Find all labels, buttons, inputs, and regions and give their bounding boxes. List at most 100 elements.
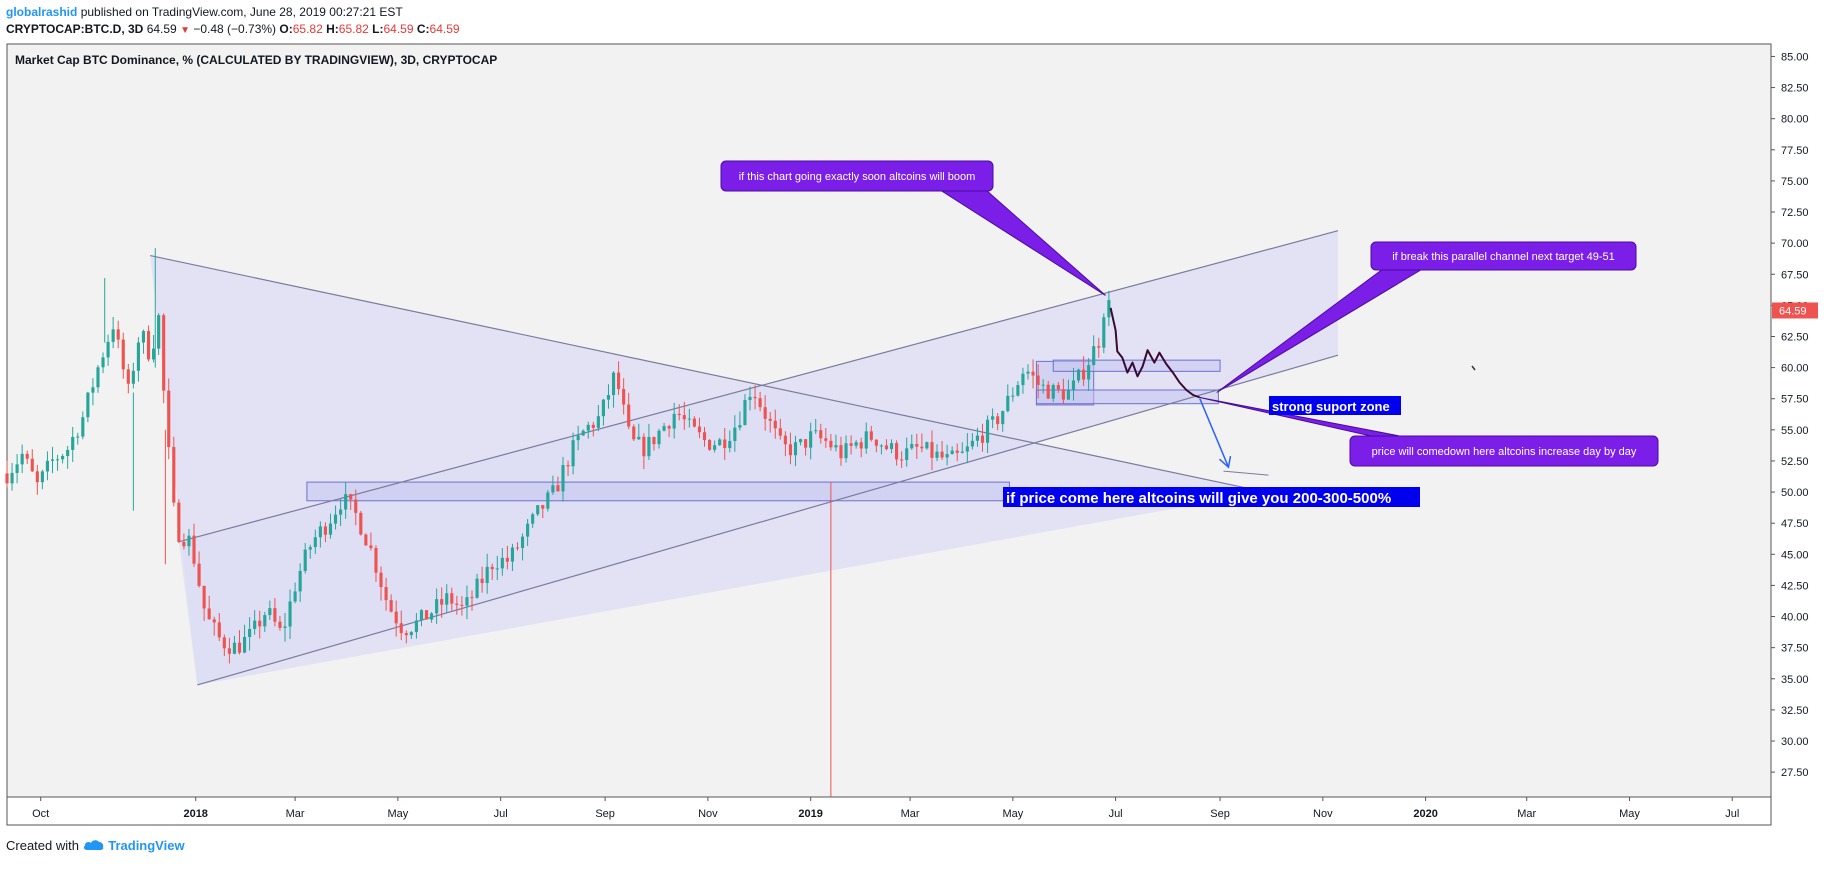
candle-body [905, 448, 909, 461]
candle [854, 440, 858, 449]
candle [1046, 380, 1050, 400]
candle [313, 529, 317, 554]
candle-body [596, 416, 600, 428]
candle-body [551, 485, 555, 493]
candle-body [526, 523, 530, 537]
candle [131, 362, 135, 389]
candle [1087, 357, 1091, 391]
candle [571, 432, 575, 475]
candle [440, 587, 444, 618]
candle [980, 423, 985, 452]
candle-body [227, 648, 231, 654]
candle [804, 438, 808, 456]
candle [910, 434, 914, 450]
candle [1036, 364, 1040, 399]
candle [45, 451, 50, 481]
candle-body [445, 593, 449, 605]
candle [601, 398, 605, 426]
candle [682, 401, 686, 430]
candle [753, 385, 757, 410]
candle-body [935, 451, 939, 458]
candle-body [1071, 380, 1076, 391]
time-tick-label: 2019 [798, 808, 822, 820]
time-tick-label: 2018 [183, 808, 207, 820]
candle [157, 313, 161, 355]
candle-body [975, 435, 980, 441]
candle-body [520, 536, 525, 549]
time-axis[interactable] [6, 796, 1772, 826]
candle [394, 600, 398, 637]
candle-body [25, 453, 29, 459]
label-altcoin-gain-box [1003, 487, 1420, 507]
time-axis-labels[interactable]: Oct 2018 Mar May Jul Sep Nov 2019 Mar May Jul Sep No… [32, 797, 1739, 820]
candle [20, 444, 24, 474]
time-tick-label: May [1619, 808, 1640, 820]
candle-body [86, 392, 90, 418]
candle-body [354, 499, 358, 513]
candle-body [40, 471, 44, 483]
candle-body [61, 455, 65, 460]
candle [965, 433, 969, 464]
candle [1102, 313, 1106, 354]
candle [298, 563, 302, 602]
candle [1021, 367, 1025, 394]
candle [723, 428, 727, 460]
candle [773, 409, 777, 439]
candle [935, 444, 939, 462]
candle [409, 631, 413, 639]
candle [182, 533, 186, 550]
candle-body [359, 512, 363, 535]
candle [748, 386, 752, 411]
candle-body [455, 603, 459, 605]
time-tick-label: Oct [32, 808, 49, 820]
author-link[interactable]: globalrashid [6, 5, 78, 19]
candle [642, 433, 646, 470]
candle [495, 555, 499, 581]
drawings-layer: if this chart going exactly soon altcoin… [720, 160, 1659, 507]
time-tick-label: Sep [595, 808, 615, 820]
candle-body [586, 424, 590, 431]
candle-body [258, 620, 262, 627]
symbol-name: CRYPTOCAP:BTC.D, 3D [6, 22, 144, 36]
candle [333, 505, 338, 530]
candle-body [915, 443, 919, 447]
candle-body [207, 608, 211, 620]
candle-body [1046, 384, 1050, 399]
candle [258, 610, 262, 639]
candle-body [212, 619, 216, 623]
candle-body [328, 523, 333, 535]
candle-body [576, 435, 580, 441]
candle [586, 421, 590, 439]
candle [510, 543, 515, 572]
candle [991, 408, 995, 429]
candle-body [30, 458, 34, 472]
candle-body [81, 417, 85, 437]
candle [445, 584, 449, 613]
candle [1071, 368, 1076, 401]
candle-body [1082, 369, 1086, 380]
candle-body [546, 492, 550, 509]
channel-fill [178, 230, 1339, 685]
price-tick-label: 72.50 [1781, 207, 1809, 219]
price-tick-label: 77.50 [1781, 145, 1809, 157]
descending-triangle-upper [150, 254, 1266, 493]
candle-body [531, 514, 535, 524]
candle-body [435, 599, 439, 614]
candle [359, 511, 363, 536]
candle-body [409, 632, 413, 636]
candle-body [829, 440, 833, 448]
candle-body [601, 399, 605, 417]
candle-body [940, 451, 944, 458]
candle-body [510, 547, 515, 562]
candle [677, 404, 681, 421]
candle [207, 595, 211, 620]
candle [430, 612, 434, 623]
candle-body [232, 642, 237, 654]
price-axis[interactable]: 85.00 82.50 80.00 77.50 75.00 72.50 70.00 67.50… [1771, 51, 1818, 779]
candle-body [1021, 373, 1025, 386]
candle [460, 596, 464, 616]
tradingview-brand-link[interactable]: TradingView [108, 838, 185, 853]
candle-body [55, 459, 60, 461]
